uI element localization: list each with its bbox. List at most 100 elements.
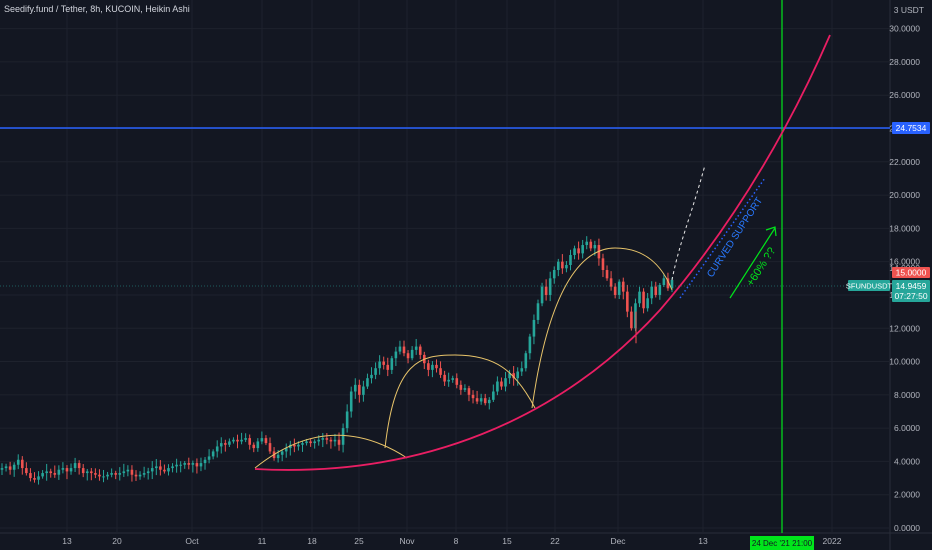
- candle-body: [126, 469, 130, 472]
- last-price-text: 14.9459: [896, 281, 927, 291]
- time-tick-label: 8: [454, 536, 459, 546]
- candle-body: [439, 368, 442, 375]
- price-tick-label: 2.0000: [894, 490, 920, 500]
- currency-label: 3 USDT: [894, 5, 924, 15]
- candle-body: [301, 443, 304, 445]
- candle-body: [240, 439, 243, 442]
- candle-body: [211, 451, 215, 457]
- target-arrow-shaft: [729, 227, 776, 299]
- candle-body: [90, 471, 93, 474]
- curved-support-line: [254, 34, 831, 471]
- time-tick-label: Oct: [185, 536, 199, 546]
- target-arrow-head: [765, 226, 777, 237]
- candle-body: [601, 258, 605, 270]
- candle-body: [207, 456, 211, 460]
- candle-body: [374, 368, 377, 375]
- candle-body: [593, 245, 597, 249]
- candle-body: [479, 398, 483, 402]
- price-tick-label: 12.0000: [889, 323, 920, 333]
- candle-body: [106, 474, 109, 477]
- candle-body: [341, 428, 345, 445]
- candle-body: [366, 378, 369, 387]
- candle-body: [646, 298, 649, 309]
- arc-2: [384, 354, 536, 449]
- time-tick-label: 22: [550, 536, 560, 546]
- candle-body: [110, 473, 113, 475]
- candle-body: [516, 371, 519, 379]
- candle-body: [248, 438, 251, 445]
- candle-body: [504, 378, 507, 387]
- candle-body: [309, 441, 312, 444]
- symbol-tag: [848, 280, 890, 291]
- time-axis: 13 20 Oct 11 18 25 Nov 8 15 22 Dec 13 2022: [62, 536, 841, 546]
- candle-body: [167, 468, 170, 472]
- candle-body: [626, 291, 629, 312]
- candle-body: [284, 448, 288, 452]
- countdown-text: 07:27:50: [894, 291, 927, 301]
- candle-body: [451, 378, 455, 380]
- candle-body: [321, 438, 325, 440]
- price-tick-label: 20.0000: [889, 190, 920, 200]
- candle-body: [459, 384, 463, 390]
- candle-body: [98, 474, 101, 477]
- candle-body: [297, 444, 300, 447]
- candle-body: [252, 444, 256, 449]
- candle-body: [414, 346, 418, 350]
- grid-lines: [0, 0, 890, 533]
- price-15-tag-text: 15.0000: [896, 268, 927, 278]
- candle-body: [94, 473, 97, 475]
- candle-body: [53, 473, 57, 475]
- candle-body: [390, 358, 394, 370]
- candle-body: [573, 248, 576, 256]
- candle-body: [536, 303, 540, 320]
- candle-body: [280, 451, 284, 455]
- price-tick-label: 4.0000: [894, 456, 920, 466]
- candle-body: [232, 439, 235, 442]
- candle-body: [398, 346, 402, 352]
- time-tick-label: Dec: [610, 536, 626, 546]
- candle-body: [585, 241, 589, 246]
- price-tick-label: 16.0000: [889, 257, 920, 267]
- candle-body: [508, 373, 511, 379]
- price-tick-label: 26.0000: [889, 90, 920, 100]
- candle-body: [630, 311, 633, 329]
- candle-body: [634, 303, 637, 329]
- candle-body: [69, 468, 73, 472]
- candle-body: [512, 373, 515, 379]
- candle-body: [142, 473, 146, 475]
- candle-body: [548, 278, 552, 295]
- candle-body: [621, 281, 625, 292]
- candle-body: [329, 439, 333, 442]
- candle-body: [638, 291, 641, 304]
- candle-body: [540, 286, 544, 304]
- projection-dashed-line: [671, 164, 706, 281]
- candle-body: [219, 443, 223, 447]
- candle-body: [431, 364, 434, 370]
- candle-body: [447, 379, 450, 382]
- candle-body: [16, 459, 20, 465]
- candle-body: [467, 388, 471, 395]
- candle-body: [138, 474, 142, 477]
- candle-body: [370, 374, 373, 379]
- candle-body: [463, 388, 467, 390]
- candle-body: [362, 386, 365, 395]
- time-tick-label: 2022: [823, 536, 842, 546]
- candle-body: [49, 471, 53, 474]
- candle-body: [114, 473, 117, 475]
- candle-body: [520, 368, 524, 372]
- candle-body: [163, 469, 166, 472]
- candle-body: [317, 439, 321, 442]
- candle-body: [443, 374, 446, 382]
- date-tag: [750, 536, 814, 550]
- candle-body: [427, 363, 430, 370]
- candle-body: [256, 441, 260, 449]
- price-tick-label: 10.0000: [889, 357, 920, 367]
- candle-body: [650, 286, 653, 299]
- arc-1: [254, 434, 408, 469]
- candle-body: [609, 278, 613, 287]
- candle-body: [358, 384, 361, 395]
- candle-body: [0, 468, 4, 470]
